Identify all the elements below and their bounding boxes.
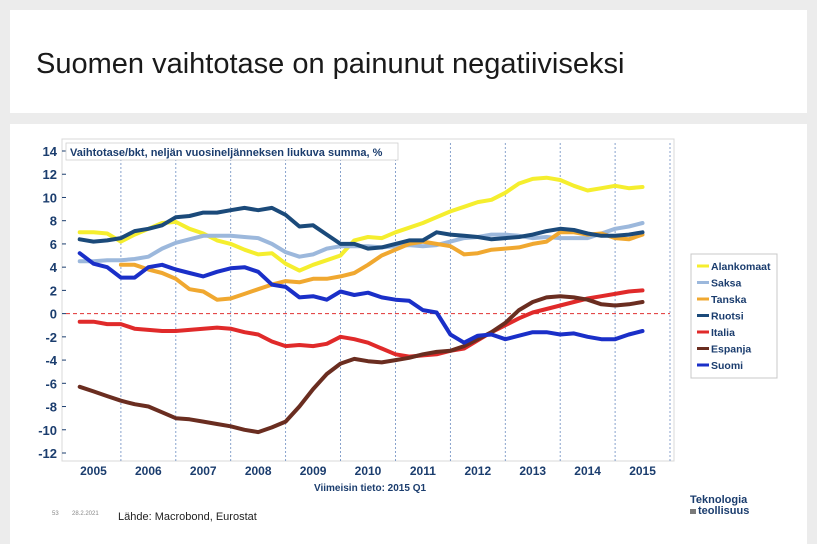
- legend-label-ruotsi: Ruotsi: [711, 311, 744, 323]
- y-tick-label: -12: [38, 446, 57, 461]
- source-note: Lähde: Macrobond, Eurostat: [118, 511, 257, 523]
- chart-title: Vaihtotase/bkt, neljän vuosineljänneksen…: [70, 147, 383, 159]
- logo-line-1: Teknologia: [690, 494, 748, 506]
- chart-series-group: [77, 175, 645, 435]
- legend-label-italia: Italia: [711, 327, 735, 339]
- chart-title-background: [65, 142, 399, 161]
- slide-title: Suomen vaihtotase on painunut negatiivis…: [36, 48, 625, 80]
- legend-label-tanska: Tanska: [711, 294, 747, 306]
- chart-legend: Alankomaat Saksa Tanska Ruotsi Italia Espanja…: [690, 253, 778, 379]
- y-tick-label: 0: [50, 307, 57, 322]
- y-tick-label: 2: [50, 283, 57, 298]
- y-axis-ticks: 14 12 10 8 6 4 2 0 -2 -4 -6 -8 -10 -12: [38, 144, 66, 461]
- logo-mark: [690, 509, 696, 514]
- x-tick-label: 2008: [245, 464, 272, 478]
- x-tick-label: 2006: [135, 464, 162, 478]
- x-tick-label: 2012: [464, 464, 491, 478]
- x-tick-label: 2009: [300, 464, 327, 478]
- y-tick-label: -8: [45, 400, 57, 415]
- teknologiateollisuus-logo: Teknologia teollisuus: [690, 495, 749, 517]
- chart-subtitle: Viimeisin tieto: 2015 Q1: [314, 483, 427, 494]
- slide-date: 28.2.2021: [72, 511, 99, 517]
- y-tick-label: -10: [38, 423, 57, 438]
- logo-line-2: teollisuus: [698, 505, 750, 517]
- title-panel: Suomen vaihtotase on painunut negatiivis…: [10, 10, 807, 113]
- y-tick-label: 8: [50, 214, 57, 229]
- series-line-italia: [77, 288, 645, 359]
- legend-label-suomi: Suomi: [711, 360, 743, 372]
- series-line-ruotsi: [77, 205, 645, 251]
- series-line-espanja: [77, 294, 645, 435]
- y-tick-label: 10: [43, 190, 57, 205]
- y-tick-label: 6: [50, 237, 57, 252]
- x-tick-label: 2015: [629, 464, 656, 478]
- chart-gridlines: [120, 143, 671, 461]
- y-tick-label: 12: [43, 167, 57, 182]
- y-tick-label: -2: [45, 330, 57, 345]
- y-tick-label: -4: [45, 353, 57, 368]
- x-tick-label: 2010: [355, 464, 382, 478]
- y-tick-label: 14: [43, 144, 58, 159]
- series-line-alankomaat: [77, 175, 645, 273]
- x-tick-label: 2013: [519, 464, 546, 478]
- page-number: 53: [52, 511, 59, 517]
- legend-label-alankomaat: Alankomaat: [711, 261, 771, 273]
- x-tick-label: 2007: [190, 464, 217, 478]
- series-line-tanska: [118, 230, 645, 302]
- legend-label-espanja: Espanja: [711, 344, 751, 356]
- x-tick-label: 2011: [410, 464, 436, 478]
- x-tick-label: 2005: [80, 464, 107, 478]
- x-axis-ticks: 2005 2006 2007 2008 2009 2010 2011 2012 2013 2014…: [80, 464, 656, 478]
- series-line-suomi: [77, 251, 645, 345]
- chart-frame: [61, 138, 675, 462]
- y-tick-label: -6: [45, 376, 57, 391]
- x-tick-label: 2014: [574, 464, 601, 478]
- legend-label-saksa: Saksa: [711, 278, 742, 290]
- y-tick-label: 4: [50, 260, 58, 275]
